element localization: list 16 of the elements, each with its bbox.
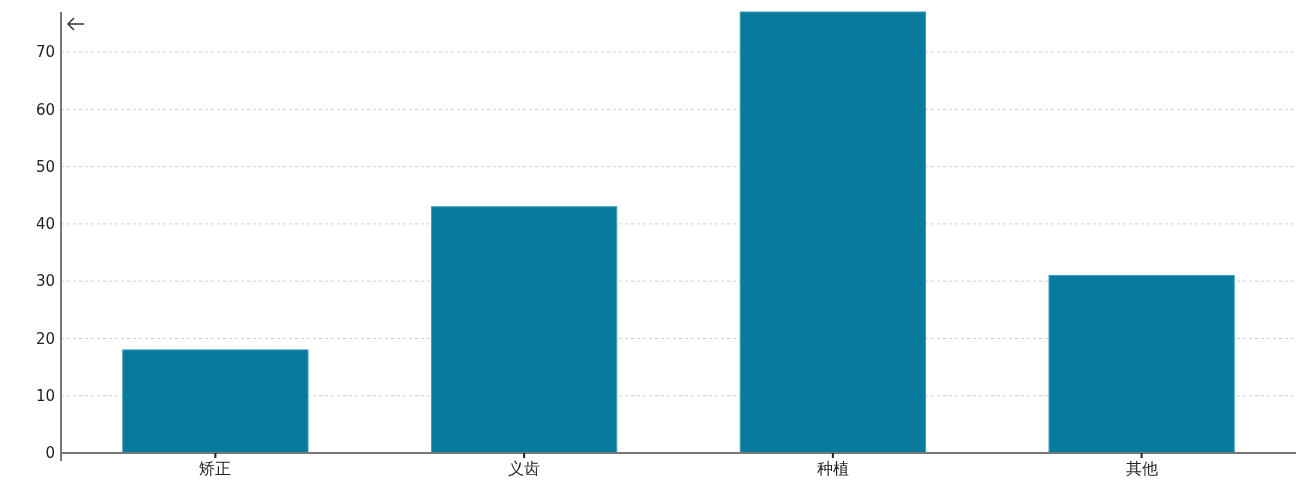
y-tick-label: 10	[35, 386, 55, 405]
y-tick-label: 60	[35, 100, 55, 119]
y-tick-label: 50	[35, 157, 55, 176]
y-tick-label: 0	[45, 444, 55, 463]
y-tick-label: 30	[35, 272, 55, 291]
y-tick-label: 40	[35, 215, 55, 234]
x-tick-label: 义齿	[508, 459, 541, 478]
y-tick-label: 70	[35, 43, 55, 62]
bar	[1048, 274, 1235, 454]
x-tick-label: 种植	[816, 459, 849, 478]
bar	[122, 349, 309, 454]
x-tick-label: 其他	[1125, 459, 1158, 478]
x-tick-label: 矫正	[199, 459, 232, 478]
y-tick-label: 20	[35, 329, 55, 348]
bar	[739, 11, 926, 454]
bar	[431, 206, 618, 454]
